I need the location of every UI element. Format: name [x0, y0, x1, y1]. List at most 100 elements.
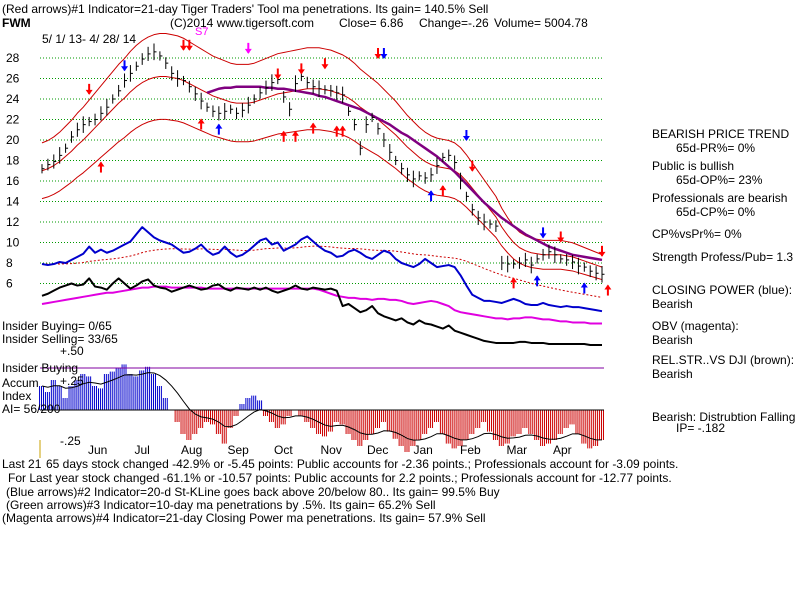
- signal-arrow-red-up: [280, 130, 288, 142]
- signal-arrow-red-down: [185, 39, 193, 51]
- bearish-distribution: Bearish: Distrubtion Falling: [652, 410, 796, 424]
- x-month-label: Apr: [553, 443, 572, 457]
- signal-s7: S7: [195, 26, 209, 38]
- obv-title: OBV (magenta):: [652, 319, 739, 333]
- arrow-head: [427, 190, 435, 196]
- y-tick-label: 12: [6, 215, 20, 229]
- y-tick-label: 8: [6, 256, 13, 270]
- arrow-head: [297, 69, 305, 75]
- arrow-head: [185, 45, 193, 51]
- index-label: Index: [2, 389, 32, 403]
- signal-arrow-red-up: [309, 122, 317, 134]
- closing-power-line: [41, 226, 603, 313]
- signal-arrow-red-up: [439, 185, 447, 197]
- closing-power-value: Bearish: [652, 297, 693, 311]
- arrow-head: [604, 284, 612, 290]
- relstr-value: Bearish: [652, 367, 693, 381]
- trend-title: BEARISH PRICE TREND: [652, 127, 790, 141]
- insider-buying-label: Insider Buying: [2, 361, 79, 375]
- signal-arrow-red-up: [510, 277, 518, 289]
- arrow-head: [539, 233, 547, 239]
- signal-arrow-red-up: [97, 161, 105, 173]
- arrow-head: [468, 166, 476, 172]
- ip-value: IP= -.182: [676, 421, 726, 435]
- signal-arrow-red-down: [321, 58, 329, 70]
- arrow-head: [339, 125, 347, 131]
- signal-arrow-blue-up: [580, 282, 588, 294]
- copyright: (C)2014 www.tigersoft.com: [170, 16, 315, 30]
- arrow-head: [580, 282, 588, 288]
- signal-arrow-blue-down: [462, 130, 470, 141]
- arrow-head: [380, 54, 388, 59]
- x-axis-months: Jun Jul Aug Sep Oct Nov Dec Jan Feb Mar Apr: [88, 443, 572, 457]
- public-status: Public is bullish: [652, 159, 735, 173]
- x-month-label: Sep: [228, 443, 250, 457]
- ma-21-line: [41, 75, 603, 268]
- y-tick-label: 24: [6, 92, 20, 106]
- indicator-line-1: (Red arrows)#1 Indicator=21-day Tiger Tr…: [2, 2, 489, 16]
- arrow-head: [85, 89, 93, 95]
- date-range: 5/ 1/ 13- 4/ 28/ 14: [42, 32, 137, 46]
- closing-power-ma-line: [41, 245, 603, 298]
- signal-arrow-red-up: [604, 284, 612, 296]
- ai-value: AI= 56/200: [2, 402, 61, 416]
- close-value: Close= 6.86: [339, 16, 404, 30]
- pr-pct: 65d-PR%= 0%: [676, 141, 756, 155]
- y-tick-label: 20: [6, 133, 20, 147]
- op-pct: 65d-OP%= 23%: [676, 173, 763, 187]
- accum-label: Accum: [2, 376, 39, 390]
- arrow-head: [121, 66, 129, 72]
- y-tick-label: 16: [6, 174, 20, 188]
- signal-arrow-red-down: [598, 245, 606, 257]
- signal-arrow-red-up: [291, 130, 299, 142]
- closing-power-title: CLOSING POWER (blue):: [652, 283, 793, 297]
- arrow-head: [291, 130, 299, 136]
- arrow-head: [274, 74, 282, 80]
- x-month-label: Aug: [181, 443, 202, 457]
- arrow-head: [557, 237, 565, 243]
- arrow-head: [533, 275, 541, 281]
- signal-arrow-blue-up: [533, 275, 541, 287]
- plus-25-tick: +.25: [60, 374, 84, 388]
- strength-ratio: Strength Profess/Pub= 1.3: [652, 250, 794, 264]
- x-month-label: Jul: [135, 443, 150, 457]
- x-month-label: Dec: [367, 443, 388, 457]
- signal-arrow-red-up: [197, 118, 205, 130]
- arrow-head: [280, 130, 288, 136]
- y-tick-label: 22: [6, 113, 20, 127]
- arrow-head: [244, 48, 252, 54]
- arrow-head: [97, 161, 105, 167]
- obv-line: [41, 285, 602, 325]
- signal-arrow-blue-up: [215, 123, 223, 135]
- footer-line-1-prefix: Last 21: [2, 457, 42, 471]
- x-month-label: Jan: [414, 443, 433, 457]
- accum-index-bars: [39, 364, 604, 452]
- arrow-head: [179, 45, 187, 51]
- y-tick-label: 28: [6, 51, 20, 65]
- insider-selling-count: Insider Selling= 33/65: [2, 332, 118, 346]
- lower-band-line: [41, 118, 603, 281]
- price-gridlines: [40, 57, 604, 284]
- plus-50-tick: +.50: [60, 344, 84, 358]
- arrow-head: [215, 123, 223, 129]
- footer-line-4: (Green arrows)#3 Indicator=10-day ma pen…: [6, 498, 436, 512]
- x-month-label: Jun: [88, 443, 107, 457]
- x-month-label: Nov: [321, 443, 342, 457]
- pros-status: Professionals are bearish: [652, 191, 788, 205]
- signal-arrow-red-down: [557, 231, 565, 243]
- signal-arrow-red-down: [468, 160, 476, 172]
- signal-arrow-blue-down: [539, 227, 547, 239]
- y-tick-label: 14: [6, 195, 20, 209]
- upper-band-line: [41, 32, 603, 256]
- signal-arrow-red-down: [85, 83, 93, 95]
- y-tick-label: 10: [6, 236, 20, 250]
- arrow-head: [197, 118, 205, 124]
- ticker-symbol: FWM: [2, 16, 31, 30]
- signal-arrows: [85, 39, 612, 296]
- footer-line-1: 65 days stock changed -42.9% or -5.45 po…: [46, 457, 679, 471]
- signal-arrow-red-down: [297, 63, 305, 75]
- x-month-label: Feb: [460, 443, 481, 457]
- signal-arrow-red-down: [179, 39, 187, 51]
- y-tick-label: 6: [6, 277, 13, 291]
